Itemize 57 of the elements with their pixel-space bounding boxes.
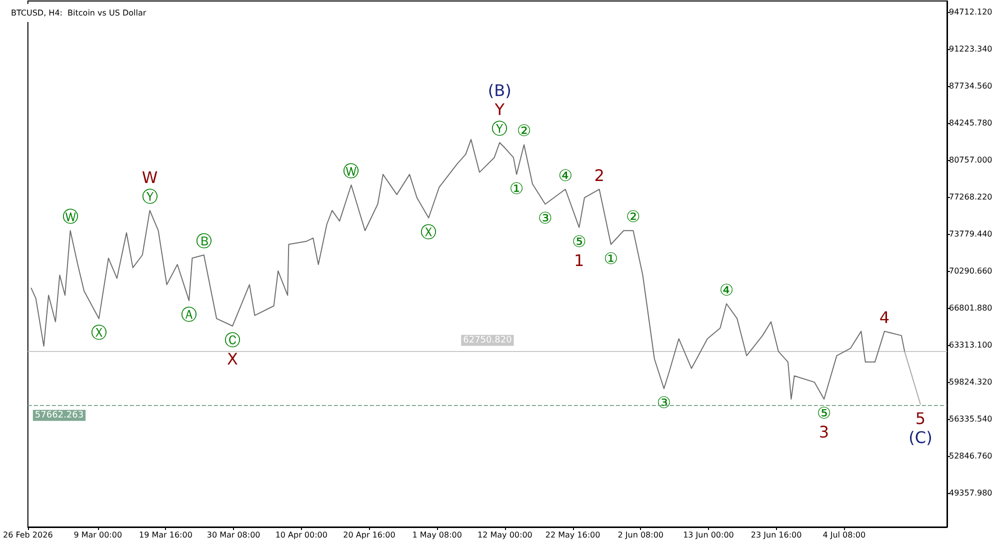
y-tick-label: 59824.320 [949,377,992,386]
y-tick-label: 73779.440 [949,230,992,239]
x-tick-label: 22 May 16:00 [545,530,600,540]
x-tick-label: 10 Apr 00:00 [275,530,328,540]
annotation: 1 [574,250,584,270]
annotation: 5 [915,408,926,428]
annotation: Ⓧ [90,323,107,342]
annotation: Y [494,100,505,120]
x-tick-label: 30 Mar 08:00 [206,530,260,540]
y-tick-label: 87734.560 [949,82,992,91]
annotation: ② [626,207,640,226]
y-tick-label: 52846.760 [949,451,992,460]
annotation: Ⓨ [142,186,158,206]
x-tick-label: 2 Jun 08:00 [618,530,664,540]
y-tick-label: 49357.980 [949,488,992,498]
text: BTCUSD, H4: Bitcoin vs US Dollar [11,8,147,18]
annotation: Ⓦ [62,207,78,226]
annotation: ④ [558,166,573,185]
x-tick-label: 4 Jul 08:00 [822,530,866,540]
annotation: ③ [538,208,552,228]
annotation: 4 [879,308,890,327]
y-tick-label: 94712.120 [949,8,992,17]
annotation: Ⓐ [181,305,198,324]
y-tick-label: 66801.880 [949,303,992,312]
y-tick-label: 80757.000 [949,156,992,165]
annotation: X [227,350,238,369]
annotation: ④ [719,280,734,300]
annotation: 2 [594,166,604,185]
annotation: ① [604,248,618,268]
x-tick-label: 13 Jun 00:00 [683,530,734,540]
y-tick-label: 63313.100 [949,340,992,350]
annotation: Ⓒ [224,330,240,350]
annotation: ⑤ [572,232,586,251]
y-tick-label: 70290.660 [949,266,992,276]
annotation: Ⓧ [420,222,437,242]
annotation: Ⓑ [196,231,212,250]
y-tick-label: 77268.220 [949,192,992,202]
x-tick-label: 12 May 00:00 [478,530,532,540]
y-tick-label: 84245.780 [949,118,992,128]
annotation: ⑤ [816,404,832,423]
annotation: W [142,168,158,187]
annotation: Ⓦ [343,162,360,181]
annotation: (C) [908,428,932,447]
annotation: ① [509,178,524,198]
x-tick-label: 23 Jun 16:00 [750,530,802,540]
x-tick-label: 26 Feb 2026 [2,530,53,540]
x-tick-label: 19 Mar 16:00 [138,530,192,540]
annotation: ② [516,121,532,140]
x-tick-label: 9 Mar 00:00 [74,530,122,540]
x-tick-label: 1 May 08:00 [412,530,462,540]
annotation: (B) [488,81,512,100]
y-tick-label: 56335.540 [949,414,992,424]
ref-line-label: 57662.263 [34,410,84,420]
x-tick-label: 20 Apr 16:00 [343,530,396,540]
y-tick-label: 91223.340 [949,44,992,54]
annotation: 3 [818,422,830,442]
annotation: Ⓨ [492,119,508,138]
